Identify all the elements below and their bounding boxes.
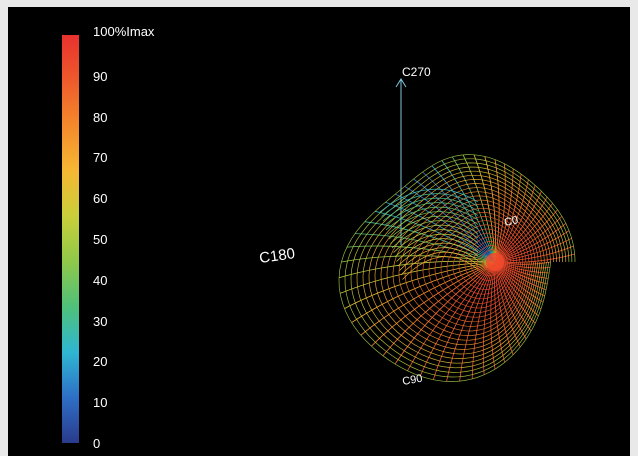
colorbar-tick-label: 10	[93, 395, 108, 411]
mesh-spoke	[494, 179, 529, 263]
mesh-ring	[338, 154, 576, 382]
colorbar-tick-label: 40	[93, 272, 108, 288]
mesh-dome-line	[382, 197, 479, 222]
mesh-spoke	[494, 191, 542, 263]
mesh-dome-line	[402, 256, 479, 280]
colorbar-tick-label: 60	[93, 191, 108, 207]
mesh-dome-line	[393, 229, 479, 253]
colorbar-tick-label: 0	[93, 436, 101, 451]
mesh-ring	[386, 187, 551, 346]
mesh-ring	[458, 236, 514, 290]
luminous-intensity-solid: C270 C0 C90 C180	[258, 65, 576, 388]
mesh-spoke	[494, 261, 514, 355]
photometric-3d-view[interactable]: 100%Imax 90 80 70 60 50 40 30 20 10 0 C270 C0 C90 …	[8, 7, 630, 456]
mesh-spoke	[490, 261, 496, 370]
mesh-dome-line	[396, 238, 479, 262]
mesh-dome-line	[400, 251, 479, 276]
mesh-ring	[428, 216, 530, 313]
mesh-spoke	[494, 185, 536, 263]
mesh-ring	[374, 179, 557, 355]
mesh-ring	[464, 241, 511, 286]
colorbar-tick-label: 100%Imax	[93, 24, 155, 39]
intensity-mesh	[338, 154, 576, 382]
mesh-spoke	[395, 193, 496, 263]
colorbar-tick-label: 80	[93, 109, 108, 125]
c270-axis-arrow	[395, 78, 407, 88]
mesh-spoke	[494, 159, 500, 263]
mesh-dome-line	[394, 233, 479, 258]
mesh-ring	[350, 162, 570, 373]
mesh-dome-line	[385, 206, 479, 231]
mesh-spoke	[354, 233, 496, 263]
mesh-dome-line	[381, 193, 479, 217]
mesh-ring	[362, 170, 564, 364]
intensity-colorbar	[62, 35, 79, 443]
mesh-ring	[434, 220, 527, 309]
c270-label: C270	[402, 65, 431, 79]
colorbar-tick-label: 20	[93, 354, 108, 370]
mesh-dome-line	[388, 215, 479, 240]
c0-label: C0	[503, 214, 519, 229]
mesh-spoke	[394, 261, 496, 365]
colorbar-tick-label: 70	[93, 150, 108, 166]
mesh-spoke	[494, 261, 521, 348]
mesh-ring	[398, 195, 545, 336]
mesh-ring	[356, 166, 567, 369]
mesh-ring	[470, 245, 508, 281]
c90-label: C90	[401, 373, 423, 388]
mesh-dome-line	[390, 220, 479, 244]
colorbar-tick-label: 30	[93, 313, 108, 329]
mesh-dome-line	[391, 224, 479, 249]
mesh-dome-line	[384, 202, 479, 226]
mesh-spoke	[351, 261, 496, 323]
mesh-spoke	[382, 261, 496, 357]
mesh-spoke	[494, 261, 506, 363]
mesh-spoke	[338, 260, 496, 279]
hotspot	[486, 253, 504, 271]
mesh-dome-line	[399, 247, 479, 271]
mesh-ring	[404, 199, 542, 332]
mesh-ring	[368, 174, 560, 359]
mesh-ring	[446, 228, 520, 300]
mesh-dome-line	[379, 188, 479, 213]
mesh-ring	[380, 183, 554, 350]
mesh-ring	[452, 232, 517, 295]
mesh-spoke	[371, 261, 496, 347]
mesh-ring	[392, 191, 548, 341]
mesh-spoke	[344, 261, 496, 309]
mesh-ring	[416, 207, 536, 323]
mesh-ring	[410, 203, 539, 327]
mesh-dome-line	[387, 211, 479, 235]
mesh-ring	[440, 224, 524, 304]
mesh-dome-line	[397, 242, 479, 267]
mesh-ring	[344, 158, 573, 378]
colorbar-tick-label: 90	[93, 68, 108, 84]
colorbar-tick-label: 50	[93, 232, 108, 247]
c180-label: C180	[258, 245, 296, 267]
